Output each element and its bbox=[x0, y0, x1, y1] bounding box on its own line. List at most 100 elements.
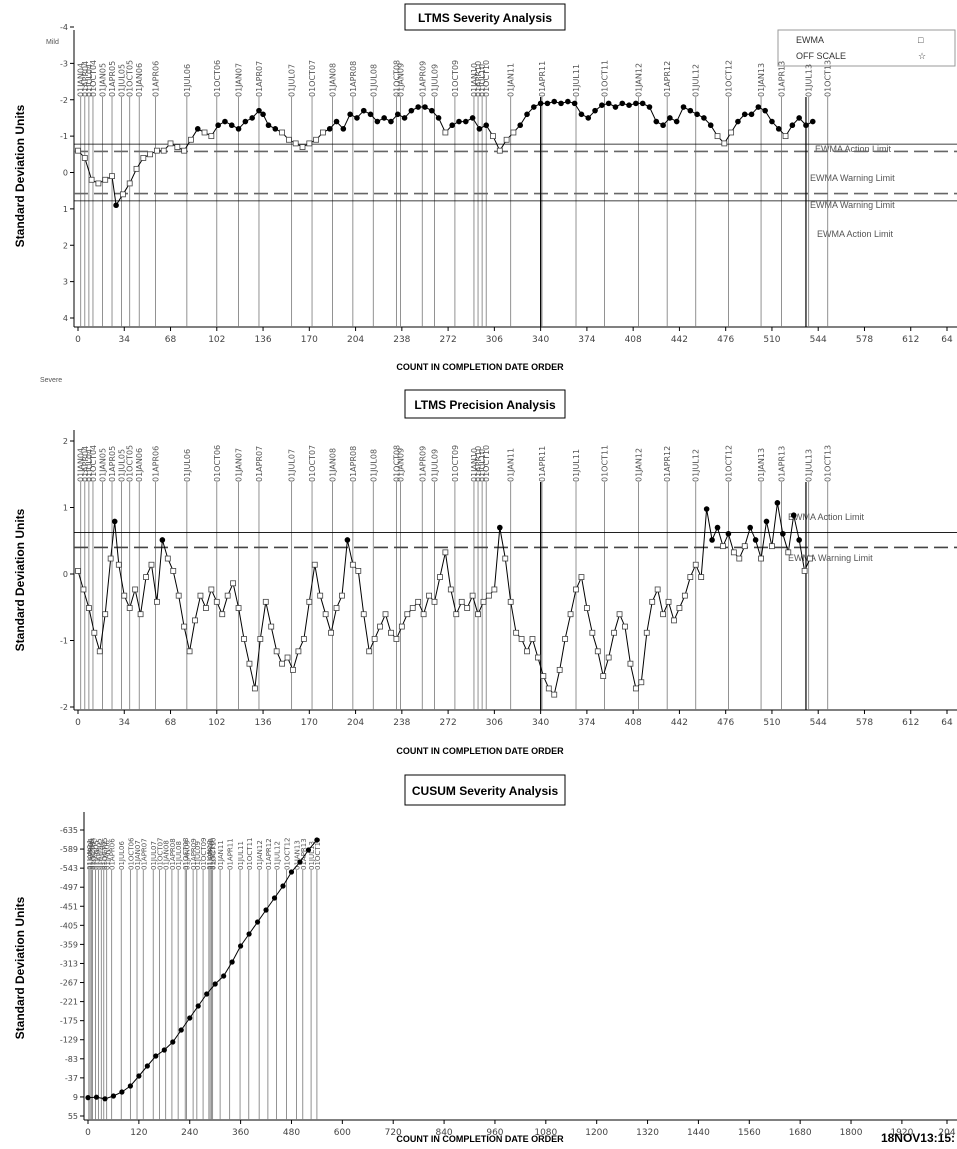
date-label: 01JUL10 bbox=[478, 449, 487, 482]
date-label: 01APR09 bbox=[418, 446, 427, 482]
data-point bbox=[75, 568, 81, 574]
data-point bbox=[404, 611, 411, 618]
data-point bbox=[747, 524, 753, 531]
data-point bbox=[366, 648, 373, 655]
x-tick-label: 306 bbox=[486, 335, 503, 345]
data-point bbox=[545, 685, 552, 692]
date-label: 01APR05 bbox=[108, 446, 117, 482]
data-point bbox=[633, 100, 639, 107]
data-point bbox=[486, 592, 492, 599]
data-point bbox=[306, 140, 313, 147]
data-point bbox=[222, 118, 228, 125]
data-point bbox=[694, 111, 700, 118]
data-point bbox=[192, 617, 198, 624]
x-tick-label: 102 bbox=[208, 718, 225, 728]
x-tick-label: 272 bbox=[440, 335, 457, 345]
date-label: 01APR06 bbox=[109, 838, 117, 870]
data-point bbox=[589, 629, 596, 636]
data-point bbox=[347, 111, 353, 118]
data-point bbox=[154, 147, 160, 154]
data-point bbox=[197, 592, 204, 599]
data-point bbox=[518, 636, 525, 642]
date-label: 01OCT10 bbox=[482, 60, 491, 97]
data-point bbox=[268, 623, 275, 630]
timestamp: 18NOV13:15: bbox=[881, 1131, 955, 1145]
data-point bbox=[752, 537, 759, 543]
data-point bbox=[709, 537, 715, 543]
data-point bbox=[230, 580, 237, 587]
data-point bbox=[703, 506, 710, 512]
data-point bbox=[80, 586, 87, 593]
date-label: 01OCT06 bbox=[213, 60, 222, 97]
data-point bbox=[154, 598, 160, 605]
date-label: 01OCT10 bbox=[210, 838, 218, 871]
data-point bbox=[367, 111, 374, 118]
y-tick-label: -451 bbox=[60, 902, 78, 911]
data-point bbox=[181, 147, 188, 154]
data-point bbox=[558, 100, 564, 107]
data-point bbox=[393, 636, 400, 642]
date-label: 01OCT04 bbox=[89, 60, 98, 97]
x-tick-label: 0 bbox=[75, 335, 81, 345]
y-tick-label: 3 bbox=[63, 278, 68, 287]
x-tick-label: 238 bbox=[393, 335, 410, 345]
date-label: 01APR07 bbox=[140, 838, 148, 870]
date-label: 01JUL11 bbox=[237, 841, 245, 870]
y-tick-label: -589 bbox=[60, 845, 78, 854]
date-label: 01JAN09 bbox=[396, 448, 405, 482]
y-tick-label: -175 bbox=[60, 1017, 78, 1026]
date-label: 01OCT13 bbox=[314, 838, 322, 871]
data-point bbox=[133, 165, 140, 172]
data-point bbox=[462, 118, 469, 125]
data-point bbox=[707, 122, 714, 129]
data-point bbox=[121, 592, 128, 599]
y-tick-label: -359 bbox=[60, 940, 78, 949]
data-point bbox=[159, 537, 166, 543]
data-point bbox=[280, 883, 286, 889]
data-point bbox=[769, 543, 775, 550]
date-label: 01JAN12 bbox=[635, 63, 644, 97]
date-label: 01APR10 bbox=[474, 446, 483, 482]
data-point bbox=[272, 126, 279, 132]
data-point bbox=[687, 574, 694, 580]
y-tick-label: 9 bbox=[73, 1093, 78, 1102]
date-label: 01APR10 bbox=[207, 838, 215, 870]
date-label: 01JUL09 bbox=[430, 449, 439, 482]
data-point bbox=[622, 623, 628, 630]
x-tick-label: 64 bbox=[941, 335, 953, 345]
date-label: 01JAN13 bbox=[294, 840, 302, 870]
severity-corner-label: Mild bbox=[46, 39, 59, 46]
x-tick-label: 1560 bbox=[738, 1128, 761, 1138]
data-point bbox=[496, 147, 503, 154]
y-tick-label: 1 bbox=[63, 504, 68, 513]
data-point bbox=[736, 555, 743, 562]
data-point bbox=[284, 654, 291, 661]
data-point bbox=[371, 636, 378, 642]
date-label: 01JAN10 bbox=[470, 448, 479, 482]
data-point bbox=[687, 107, 694, 114]
date-label: 01OCT09 bbox=[200, 838, 208, 871]
data-point bbox=[219, 611, 226, 618]
date-label: 01OCT08 bbox=[392, 60, 401, 97]
date-label: 01APR08 bbox=[349, 446, 358, 482]
data-point bbox=[415, 598, 422, 605]
x-tick-label: 204 bbox=[938, 1128, 955, 1138]
date-label: 01JUL08 bbox=[369, 449, 378, 482]
x-tick-label: 1800 bbox=[840, 1128, 863, 1138]
y-tick-label: -313 bbox=[60, 959, 78, 968]
y-tick-label: 2 bbox=[63, 241, 68, 250]
date-label: 01OCT11 bbox=[601, 445, 610, 482]
date-label: 01JUL06 bbox=[183, 449, 192, 482]
date-label: 01APR13 bbox=[777, 61, 786, 97]
data-point bbox=[288, 869, 295, 875]
data-point bbox=[680, 104, 687, 110]
data-point bbox=[398, 623, 405, 630]
legend-offscale-symbol: ☆ bbox=[918, 51, 926, 61]
legend-ewma-label: EWMA bbox=[796, 35, 824, 45]
data-point bbox=[616, 611, 623, 618]
data-point bbox=[692, 561, 699, 568]
x-tick-label: 544 bbox=[810, 718, 827, 728]
y-tick-label: -37 bbox=[65, 1074, 78, 1083]
data-point bbox=[437, 574, 443, 580]
x-tick-label: 1080 bbox=[534, 1128, 557, 1138]
